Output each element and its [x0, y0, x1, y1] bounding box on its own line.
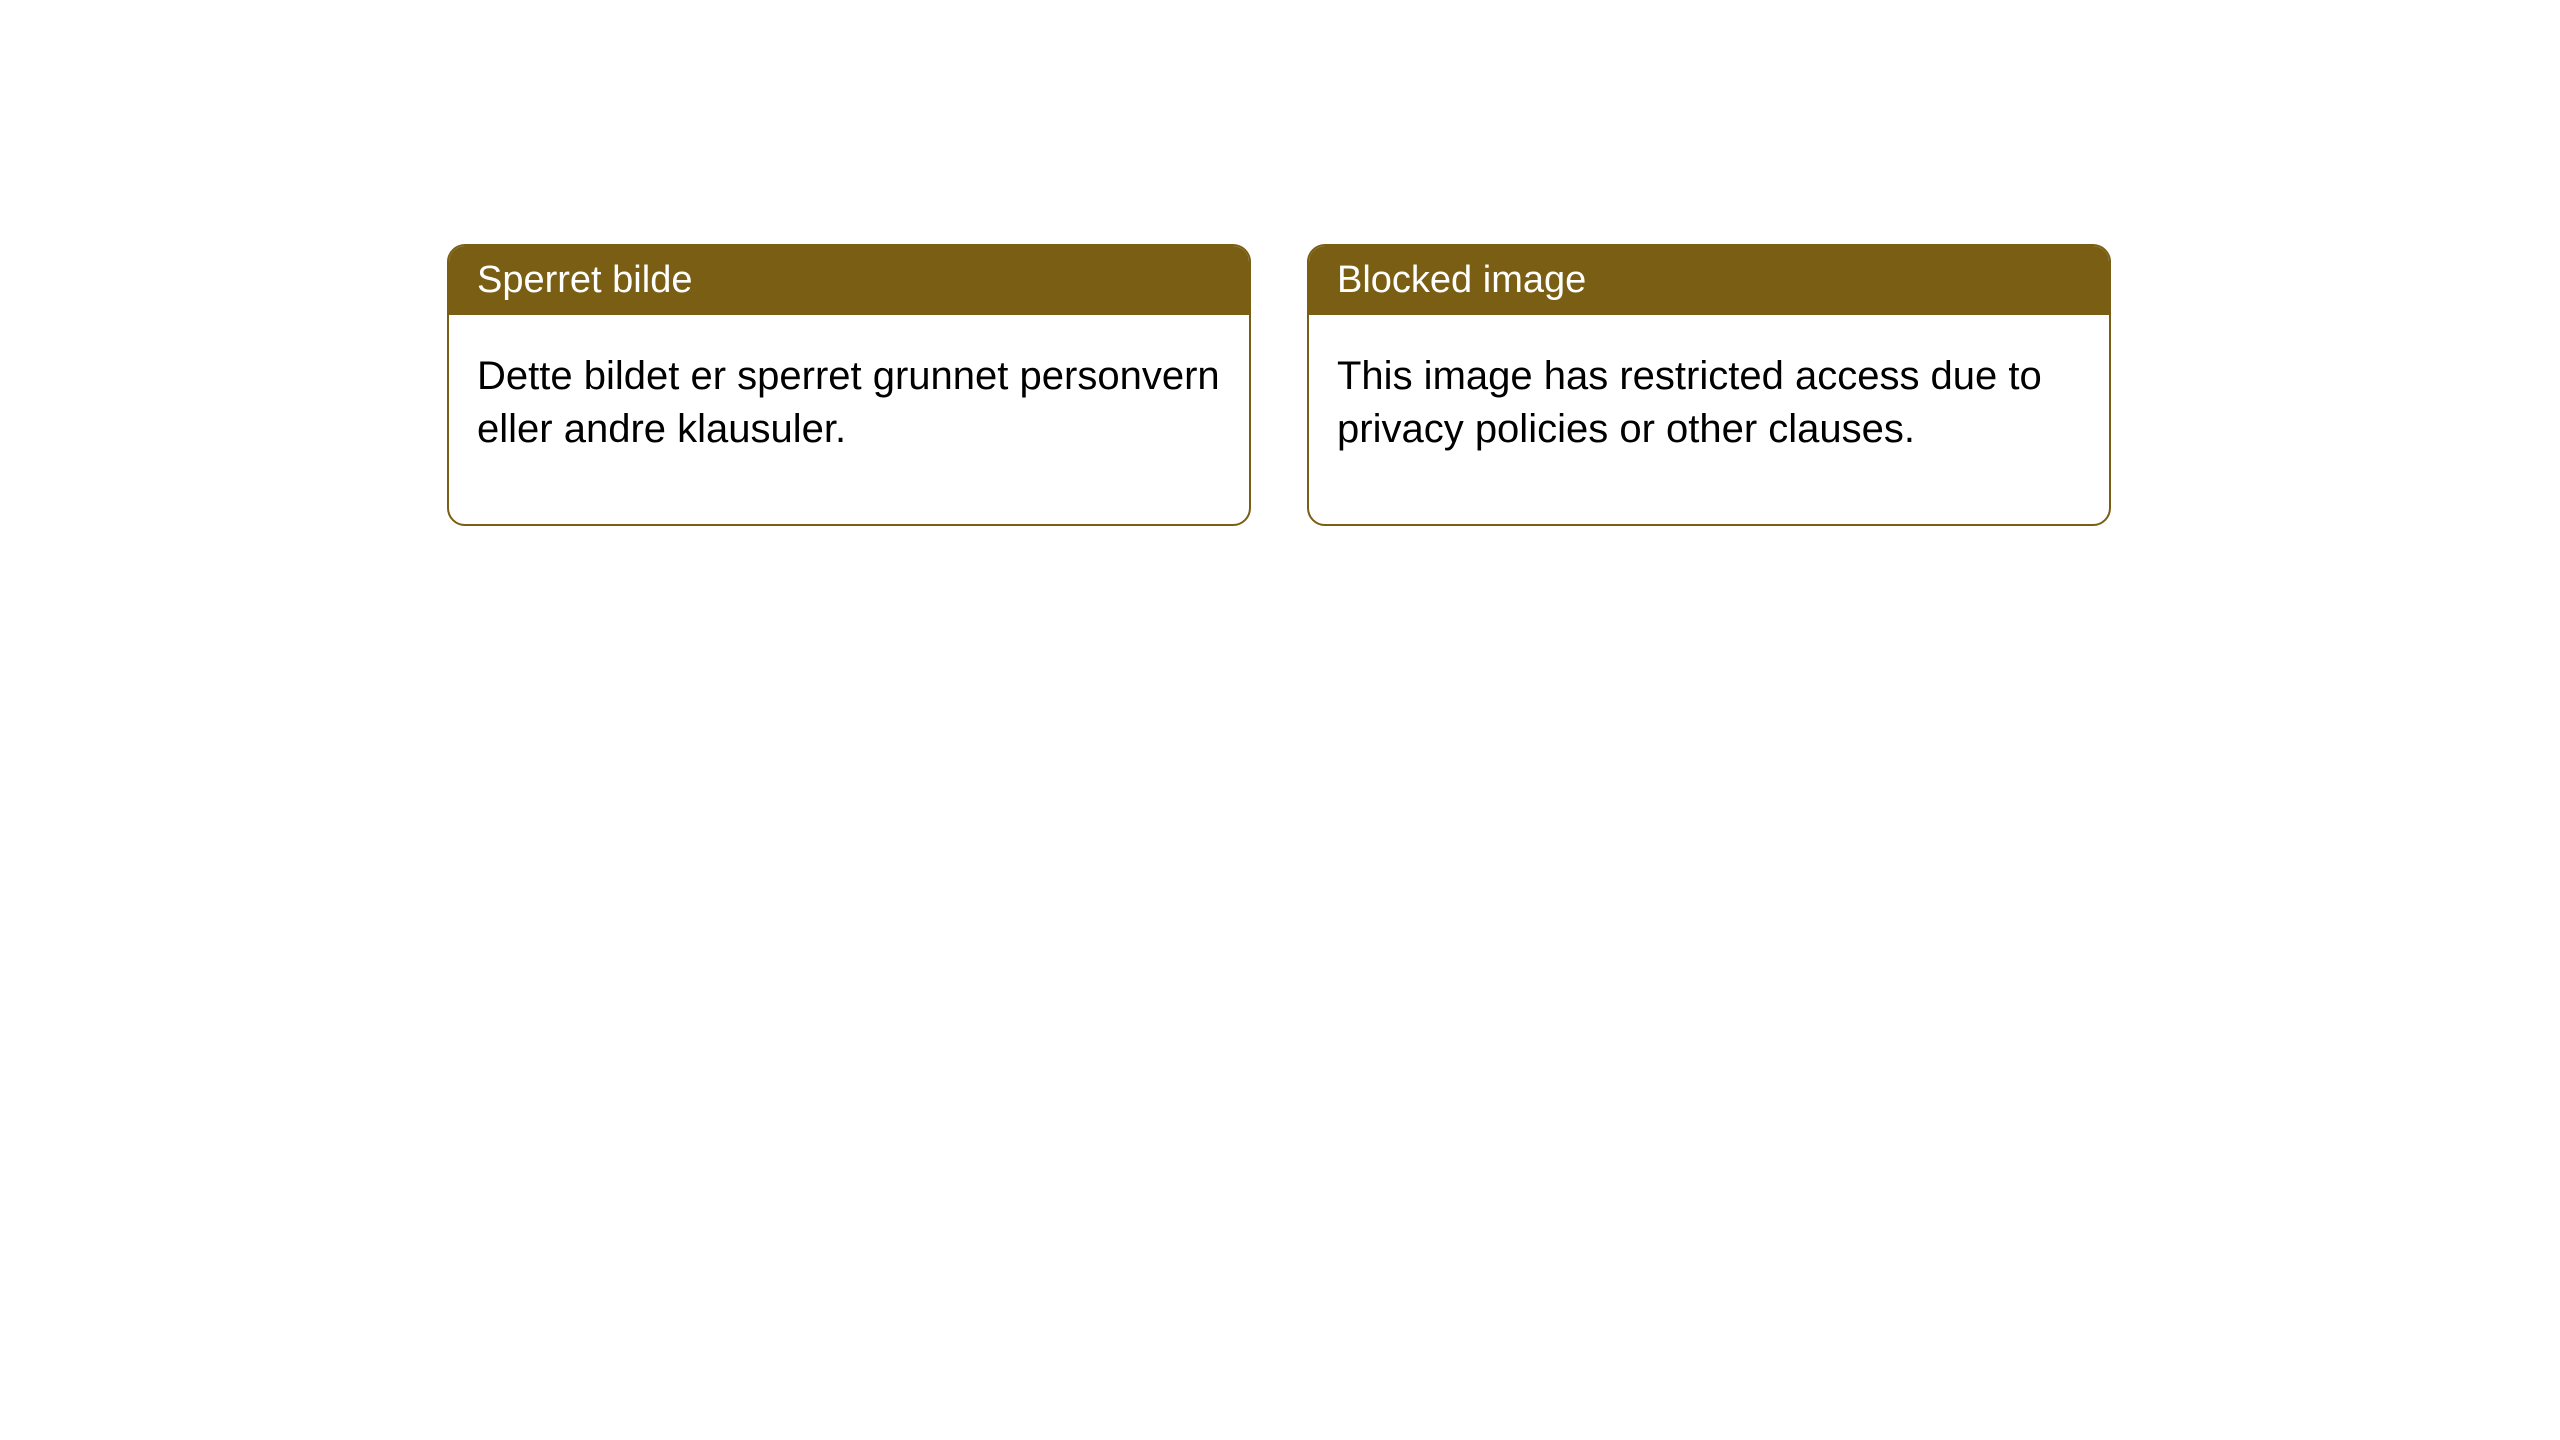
notice-card-english: Blocked image This image has restricted … — [1307, 244, 2111, 526]
notice-cards-container: Sperret bilde Dette bildet er sperret gr… — [447, 244, 2111, 526]
notice-card-header: Blocked image — [1309, 246, 2109, 315]
notice-card-body: This image has restricted access due to … — [1309, 315, 2109, 524]
notice-card-norwegian: Sperret bilde Dette bildet er sperret gr… — [447, 244, 1251, 526]
notice-card-body: Dette bildet er sperret grunnet personve… — [449, 315, 1249, 524]
notice-card-header: Sperret bilde — [449, 246, 1249, 315]
